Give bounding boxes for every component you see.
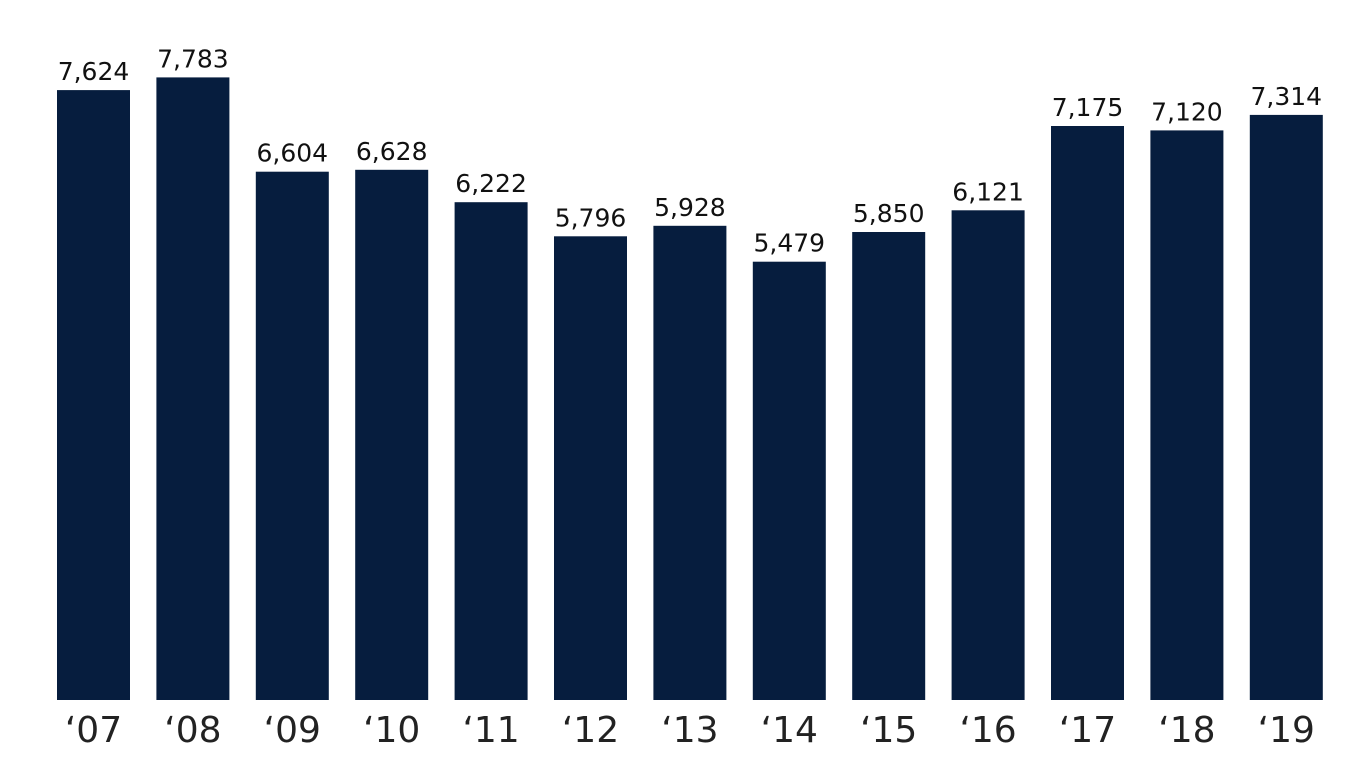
bar-value-label-7: 5,479 (754, 229, 826, 258)
bar-value-label-12: 7,314 (1251, 82, 1323, 111)
bar-value-label-2: 6,604 (257, 139, 329, 168)
x-tick-label-7: ‘14 (761, 710, 818, 751)
x-tick-label-0: ‘07 (65, 710, 122, 751)
bar-value-label-6: 5,928 (654, 193, 726, 222)
bar-10 (1051, 126, 1124, 700)
bar-value-label-4: 6,222 (455, 169, 527, 198)
bar-value-label-10: 7,175 (1052, 93, 1124, 122)
bar-9 (951, 210, 1025, 701)
bar-3 (355, 169, 429, 701)
bar-6 (653, 225, 727, 701)
bar-value-label-9: 6,121 (952, 177, 1024, 206)
x-tick-label-5: ‘12 (562, 710, 619, 751)
bar-value-label-3: 6,628 (356, 137, 428, 166)
x-tick-label-8: ‘15 (860, 710, 917, 751)
bar-value-label-0: 7,624 (58, 57, 130, 86)
x-tick-label-3: ‘10 (363, 710, 420, 751)
bar-value-label-11: 7,120 (1151, 97, 1223, 126)
bar-7 (752, 261, 826, 700)
x-tick-label-12: ‘19 (1258, 710, 1315, 751)
bar-12 (1249, 114, 1323, 700)
bar-5 (554, 236, 627, 701)
x-tick-label-1: ‘08 (164, 710, 221, 751)
bars-group (57, 77, 1323, 701)
bar-value-label-5: 5,796 (555, 203, 627, 232)
x-tick-label-6: ‘13 (661, 710, 718, 751)
value-labels-group: 7,624 7,783 6,604 6,628 6,222 5,796 5,928 5,479… (58, 44, 1322, 257)
x-tick-label-11: ‘18 (1158, 710, 1215, 751)
bar-8 (852, 232, 926, 700)
x-axis-tick-labels: ‘07 ‘08 ‘09 ‘10 ‘11 ‘12 ‘13 ‘14 ‘15 ‘16 ‘17 ‘18 ‘19 (65, 710, 1315, 751)
bar-11 (1150, 130, 1224, 700)
bar-value-label-1: 7,783 (157, 44, 229, 73)
x-tick-label-10: ‘17 (1059, 710, 1116, 751)
bar-0 (57, 90, 130, 701)
x-tick-label-2: ‘09 (264, 710, 321, 751)
bar-4 (454, 202, 528, 700)
bar-1 (156, 77, 230, 700)
bar-value-label-8: 5,850 (853, 199, 925, 228)
bar-2 (255, 171, 329, 700)
x-tick-label-4: ‘11 (462, 710, 519, 751)
x-tick-label-9: ‘16 (959, 710, 1016, 751)
